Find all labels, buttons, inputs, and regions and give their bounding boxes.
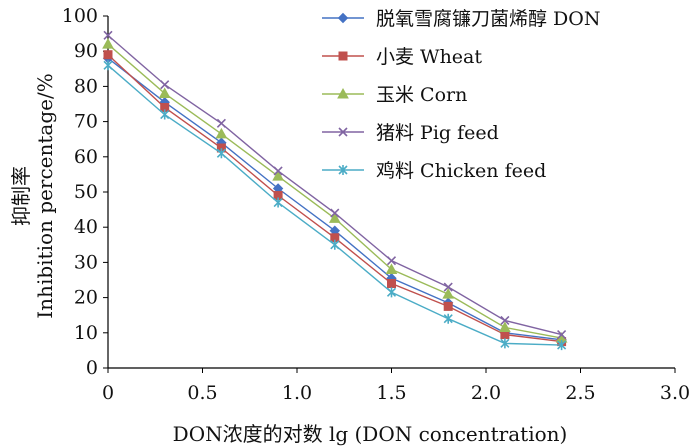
series-line	[107, 64, 562, 346]
legend-marker	[338, 127, 348, 137]
y-tick-label: 80	[74, 75, 98, 97]
data-point	[443, 301, 453, 311]
data-point	[386, 287, 397, 298]
legend-item: 小麦 Wheat	[322, 46, 482, 68]
legend-item: 玉米 Corn	[322, 84, 467, 106]
series-line	[107, 34, 562, 336]
axes	[103, 15, 676, 373]
data-point	[273, 166, 283, 176]
x-tick-label: 2.0	[471, 382, 501, 404]
x-axis-title: DON浓度的对数 lg (DON concentration)	[173, 422, 568, 446]
legend-label: 小麦 Wheat	[376, 46, 482, 68]
x-tick-label: 1.5	[376, 382, 406, 404]
series-4	[103, 60, 567, 351]
x-tick-label: 2.5	[565, 382, 595, 404]
y-tick-label: 90	[74, 40, 98, 62]
series-line	[107, 54, 562, 343]
plot-area	[102, 30, 568, 351]
legend-label: 玉米 Corn	[376, 84, 467, 106]
series-0	[102, 53, 567, 346]
legend-marker	[338, 165, 348, 175]
data-point	[158, 87, 171, 98]
series-3	[103, 30, 567, 340]
y-tick-label: 100	[62, 5, 98, 27]
series-line	[107, 57, 562, 341]
data-point	[272, 170, 284, 181]
data-point	[160, 109, 170, 120]
data-point	[557, 329, 567, 340]
x-tick-label: 1.0	[282, 382, 312, 404]
data-point	[216, 118, 226, 128]
data-point	[500, 315, 510, 326]
data-point	[102, 38, 114, 49]
legend-label: 脱氧雪腐镰刀菌烯醇 DON	[376, 8, 600, 30]
legend-item: 鸡料 Chicken feed	[322, 160, 546, 182]
x-tick-label: 0	[102, 382, 114, 404]
legend-label: 鸡料 Chicken feed	[376, 160, 546, 182]
y-tick-label: 20	[74, 287, 98, 309]
legend-marker	[337, 12, 349, 24]
data-point	[330, 208, 340, 218]
legend-marker	[337, 87, 349, 99]
data-point	[443, 282, 453, 292]
tick-labels: 0 10 20 30 40 50 60 70 80 90 100 0 0.5 1.0 1.5 2.0 2.5 3.…	[62, 5, 690, 404]
x-tick-label: 3.0	[660, 382, 690, 404]
data-point	[386, 256, 397, 266]
data-point	[103, 60, 113, 71]
data-point	[328, 212, 341, 223]
legend-item: 脱氧雪腐镰刀菌烯醇 DON	[322, 8, 600, 30]
y-tick-label: 70	[74, 111, 98, 133]
series-line	[107, 43, 562, 339]
series-1	[103, 50, 567, 347]
data-point	[215, 127, 228, 139]
y-tick-label: 0	[86, 357, 98, 379]
data-point	[330, 239, 340, 250]
data-point	[499, 321, 511, 333]
series-2	[102, 38, 568, 343]
y-tick-label: 30	[74, 251, 98, 273]
y-axis-title-line1: 抑制率	[9, 166, 33, 226]
data-point	[442, 288, 455, 299]
data-point	[500, 338, 510, 349]
y-axis-title-line2: Inhibition percentage/%	[33, 73, 57, 318]
data-point	[385, 263, 398, 274]
data-point	[443, 313, 453, 324]
y-tick-label: 50	[74, 181, 98, 203]
legend: 脱氧雪腐镰刀菌烯醇 DON 小麦 Wheat 玉米 Corn 猪料 Pig feed 鸡…	[322, 8, 600, 182]
data-point	[103, 50, 113, 60]
data-point	[160, 80, 170, 90]
data-point	[216, 148, 226, 159]
legend-marker	[338, 51, 348, 61]
x-tick-label: 0.5	[187, 382, 217, 404]
data-point	[273, 197, 283, 208]
data-point	[557, 340, 567, 351]
y-tick-label: 60	[74, 146, 98, 168]
legend-label: 猪料 Pig feed	[376, 122, 499, 144]
y-tick-label: 40	[74, 216, 98, 238]
legend-item: 猪料 Pig feed	[322, 122, 499, 144]
data-point	[103, 30, 113, 40]
data-point	[387, 279, 396, 289]
y-tick-label: 10	[74, 322, 98, 344]
